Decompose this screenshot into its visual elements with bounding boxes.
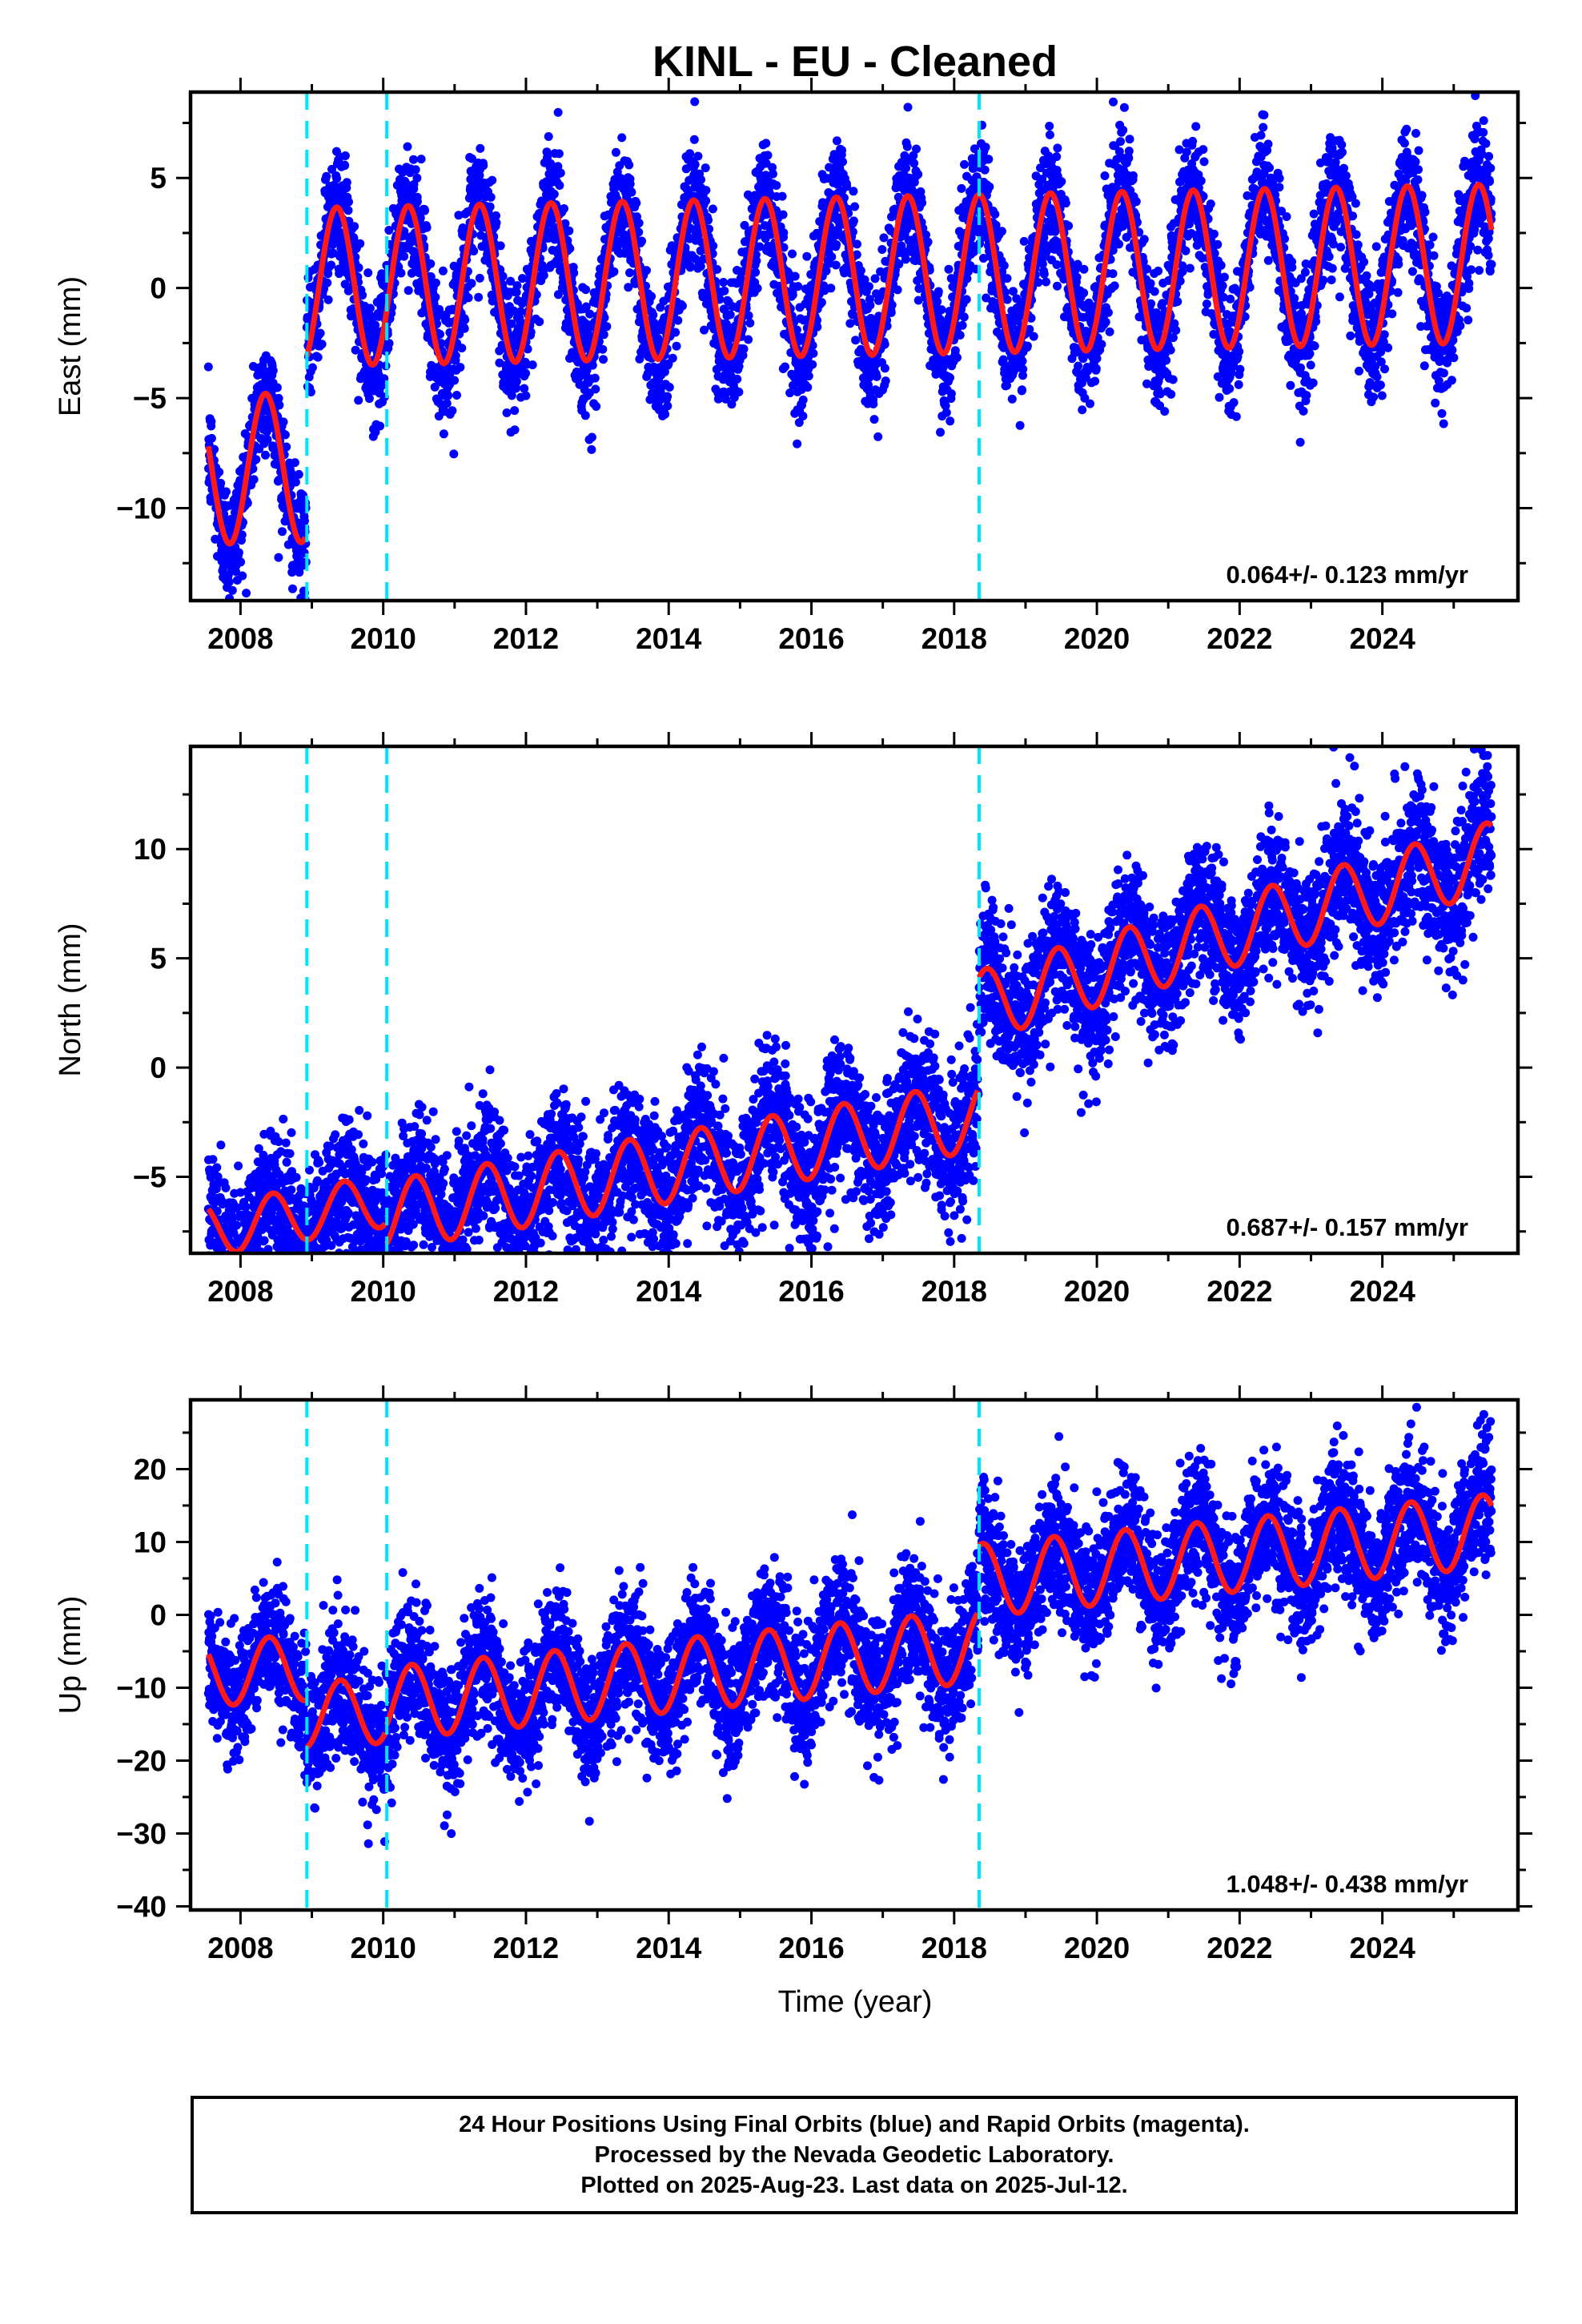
north-x-tick-label: 2024: [1349, 1275, 1415, 1308]
east-y-tick-label: 5: [150, 162, 167, 195]
up-y-axis: 20 10 0 −10 −20 −30 −40: [116, 1431, 1532, 1923]
panel-east: 2008 2010 2012 2014 2016 2018 2020 2022 2024 5 0 −5…: [54, 78, 1532, 655]
legend-box: 24 Hour Positions Using Final Orbits (bl…: [191, 2096, 1518, 2214]
east-y-axis-label: East (mm): [54, 276, 87, 416]
east-y-tick-label: −5: [133, 382, 167, 415]
figure-title: KINL - EU - Cleaned: [652, 38, 1058, 86]
up-points: [203, 1402, 1496, 1848]
up-x-tick-label: 2012: [493, 1932, 559, 1964]
legend-line-3: Plotted on 2025-Aug-23. Last data on 202…: [580, 2173, 1128, 2198]
up-x-tick-label: 2022: [1207, 1932, 1272, 1964]
north-y-axis: 10 5 0 −5: [133, 793, 1532, 1233]
up-y-tick-label: −20: [116, 1744, 167, 1777]
north-x-tick-label: 2014: [636, 1275, 702, 1308]
north-model-curve: [206, 1178, 388, 1253]
up-x-tick-label: 2010: [351, 1932, 416, 1964]
north-y-tick-label: 5: [150, 943, 167, 975]
x-axis-label: Time (year): [778, 1985, 933, 2019]
east-y-tick-label: 0: [150, 272, 167, 305]
up-y-tick-label: −40: [116, 1890, 167, 1923]
up-x-axis: 2008 2010 2012 2014 2016 2018 2020 2022 2024: [207, 1385, 1456, 1964]
east-x-axis: 2008 2010 2012 2014 2016 2018 2020 2022 2024: [207, 78, 1456, 655]
north-y-tick-label: 10: [134, 833, 167, 866]
up-x-tick-label: 2018: [921, 1932, 987, 1964]
north-y-axis-label: North (mm): [54, 923, 87, 1076]
east-x-tick-label: 2020: [1064, 622, 1130, 655]
east-x-tick-label: 2012: [493, 622, 559, 655]
north-x-tick-label: 2008: [207, 1275, 273, 1308]
north-x-tick-label: 2020: [1064, 1275, 1130, 1308]
north-y-tick-label: −5: [133, 1161, 167, 1194]
east-x-tick-label: 2008: [207, 622, 273, 655]
north-y-tick-label: 0: [150, 1051, 167, 1084]
east-x-tick-label: 2010: [351, 622, 416, 655]
up-x-tick-label: 2014: [636, 1932, 702, 1964]
east-x-tick-label: 2016: [778, 622, 844, 655]
up-y-axis-label: Up (mm): [54, 1596, 87, 1715]
up-y-tick-label: 20: [134, 1453, 167, 1486]
east-model-curve: [303, 182, 1495, 368]
legend-line-2: Processed by the Nevada Geodetic Laborat…: [594, 2142, 1114, 2168]
panel-north: 2008 2010 2012 2014 2016 2018 2020 2022 2024 10 5 0…: [54, 732, 1532, 1308]
up-x-tick-label: 2024: [1349, 1932, 1415, 1964]
north-x-tick-label: 2010: [351, 1275, 416, 1308]
up-frame: [188, 1397, 1520, 1912]
up-rate-label: 1.048+/- 0.438 mm/yr: [1227, 1870, 1468, 1898]
north-x-tick-label: 2016: [778, 1275, 844, 1308]
east-y-tick-label: −10: [116, 493, 167, 525]
up-y-tick-label: 0: [150, 1598, 167, 1631]
east-frame: [188, 90, 1520, 603]
east-x-tick-label: 2024: [1349, 622, 1415, 655]
north-x-tick-label: 2018: [921, 1275, 987, 1308]
north-rate-label: 0.687+/- 0.157 mm/yr: [1227, 1213, 1468, 1241]
north-x-tick-label: 2022: [1207, 1275, 1272, 1308]
north-points: [203, 746, 1496, 1253]
up-x-tick-label: 2008: [207, 1932, 273, 1964]
north-x-axis: 2008 2010 2012 2014 2016 2018 2020 2022 2024: [207, 732, 1456, 1308]
north-model-curve: [976, 820, 1494, 1031]
north-x-tick-label: 2012: [493, 1275, 559, 1308]
up-y-tick-label: −10: [116, 1671, 167, 1704]
north-frame: [188, 744, 1520, 1256]
legend-line-1: 24 Hour Positions Using Final Orbits (bl…: [459, 2112, 1250, 2137]
up-y-tick-label: −30: [116, 1817, 167, 1850]
up-x-tick-label: 2016: [778, 1932, 844, 1964]
east-rate-label: 0.064+/- 0.123 mm/yr: [1227, 561, 1468, 589]
up-y-tick-label: 10: [134, 1526, 167, 1558]
east-x-tick-label: 2018: [921, 622, 987, 655]
up-model-curve: [383, 1611, 981, 1737]
up-model-curve: [977, 1492, 1495, 1616]
east-x-tick-label: 2022: [1207, 622, 1272, 655]
up-x-tick-label: 2020: [1064, 1932, 1130, 1964]
east-model-curve: [205, 390, 308, 547]
north-model-curve: [383, 1088, 981, 1245]
panel-up: 2008 2010 2012 2014 2016 2018 2020 2022 20242010…: [54, 1385, 1532, 1964]
up-model-curve: [206, 1634, 307, 1708]
east-y-axis: 5 0 −5 −10: [116, 121, 1532, 565]
east-points: [203, 92, 1496, 601]
east-x-tick-label: 2014: [636, 622, 702, 655]
up-model-curve: [305, 1677, 388, 1750]
